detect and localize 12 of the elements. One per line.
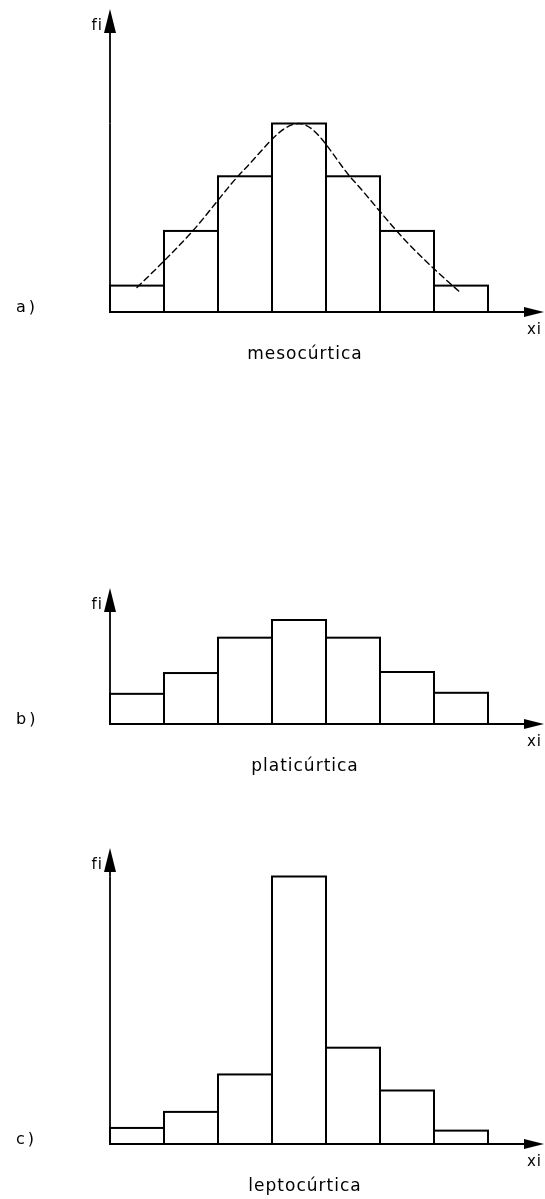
x-axis-title: xi [526,732,542,750]
y-axis-title: fi [91,16,103,34]
text: b) [16,708,39,728]
text: a) [16,296,39,316]
text: platicúrtica [251,755,359,775]
y-axis-title: fi [91,595,103,613]
text: leptocúrtica [248,1175,362,1195]
y-axis-title: fi [91,855,103,873]
text: mesocúrtica [247,343,363,363]
text: c) [16,1128,38,1148]
x-axis-title: xi [526,320,542,338]
x-axis-title: xi [526,1152,542,1170]
